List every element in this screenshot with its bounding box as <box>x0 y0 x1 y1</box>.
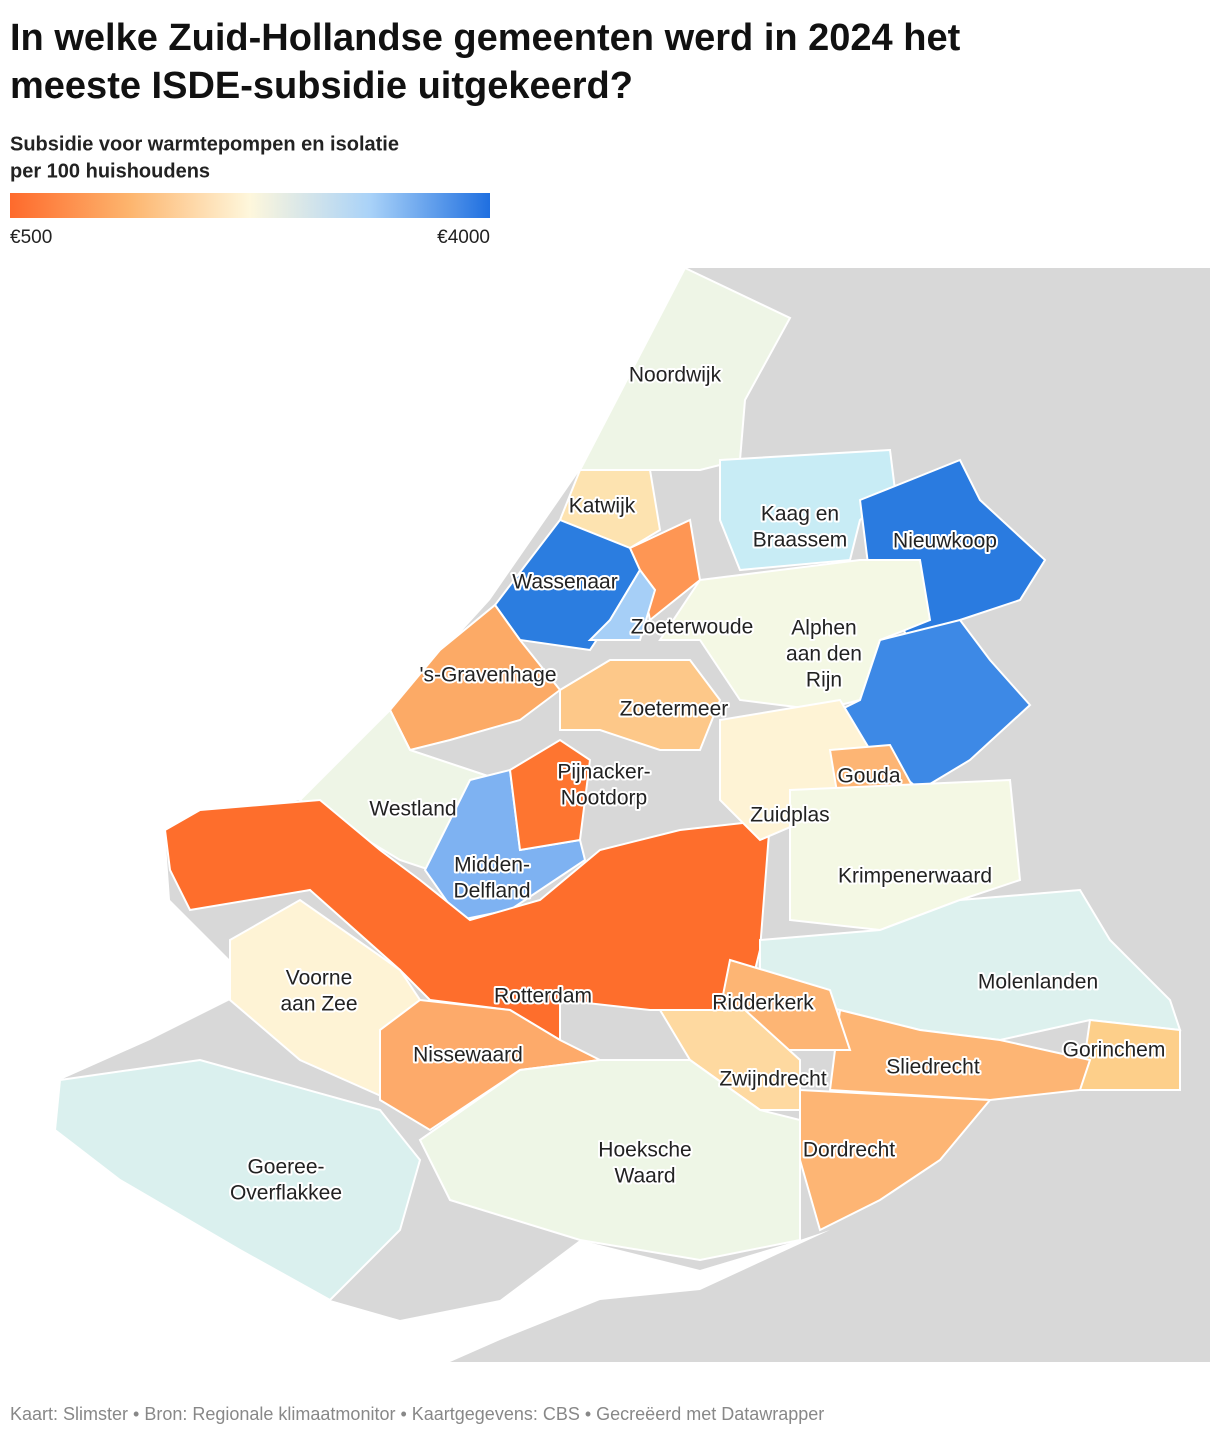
municipality <box>559 659 722 751</box>
municipality-label: Rijn <box>806 669 842 692</box>
municipality-label: Gouda <box>837 765 900 788</box>
municipality-label: Zuidplas <box>750 804 829 827</box>
municipality-label: Kaag en <box>761 503 839 526</box>
municipality-label: aan Zee <box>280 993 357 1016</box>
municipality-label: Hoeksche <box>598 1139 691 1162</box>
municipality-label: Gorinchem <box>1063 1039 1166 1062</box>
sea <box>10 268 830 1362</box>
labels: Noordwijk Katwijk Kaag en Braassem Nieuwkoop… <box>228 362 1167 1207</box>
subtitle: per 100 huishoudens <box>10 160 210 182</box>
municipality-label: aan den <box>786 643 862 666</box>
municipality <box>558 469 662 550</box>
municipality <box>418 1059 801 1262</box>
municipality <box>587 568 657 641</box>
municipality-label: Goeree- <box>247 1156 324 1179</box>
municipality <box>828 1008 1092 1102</box>
municipality-label: Krimpenerwaard <box>838 865 992 888</box>
municipality-label: Nootdorp <box>561 787 647 810</box>
municipality-label: Waard <box>614 1165 675 1188</box>
municipality-label: Sliedrecht <box>886 1056 980 1079</box>
municipality-label: Wassenaar <box>512 571 617 594</box>
municipality-label: Delfland <box>453 880 530 903</box>
municipality-label: Westland <box>369 798 456 821</box>
municipality-label: Voorne <box>286 967 353 990</box>
municipality-label: Zoetermeer <box>620 698 729 721</box>
municipality-label: Molenlanden <box>978 971 1098 994</box>
municipality-label: 's-Gravenhage <box>419 664 556 687</box>
municipality-label: Zwijndrecht <box>719 1068 827 1091</box>
municipality-label: Midden- <box>454 854 530 877</box>
subtitle: Subsidie voor warmtepompen en isolatie <box>10 133 399 155</box>
footer: Kaart: Slimster • Bron: Regionale klimaa… <box>10 1404 824 1424</box>
legend-min: €500 <box>10 227 52 248</box>
municipality-label: Katwijk <box>569 495 636 518</box>
legend-bar <box>10 193 490 218</box>
municipality-label: Braassem <box>753 529 848 552</box>
municipality-label: Rotterdam <box>494 985 592 1008</box>
municipality <box>508 738 592 852</box>
municipality-label: Dordrecht <box>803 1139 895 1162</box>
title: In welke Zuid-Hollandse gemeenten werd i… <box>10 17 961 59</box>
municipality-label: Nieuwkoop <box>893 530 997 553</box>
municipality-label: Zoeterwoude <box>631 616 754 639</box>
municipality-label: Overflakkee <box>230 1182 342 1205</box>
municipality <box>53 1058 422 1302</box>
municipality-label: Pijnacker- <box>557 761 650 784</box>
municipality <box>388 603 562 752</box>
regions <box>53 266 1182 1302</box>
title: meeste ISDE-subsidie uitgekeerd? <box>10 65 633 107</box>
municipality <box>719 448 897 572</box>
municipality-label: Alphen <box>791 617 856 640</box>
municipality-label: Nissewaard <box>413 1044 523 1067</box>
municipality-label: Ridderkerk <box>712 992 814 1015</box>
legend-max: €4000 <box>437 227 490 248</box>
municipality-label: Noordwijk <box>629 364 722 387</box>
